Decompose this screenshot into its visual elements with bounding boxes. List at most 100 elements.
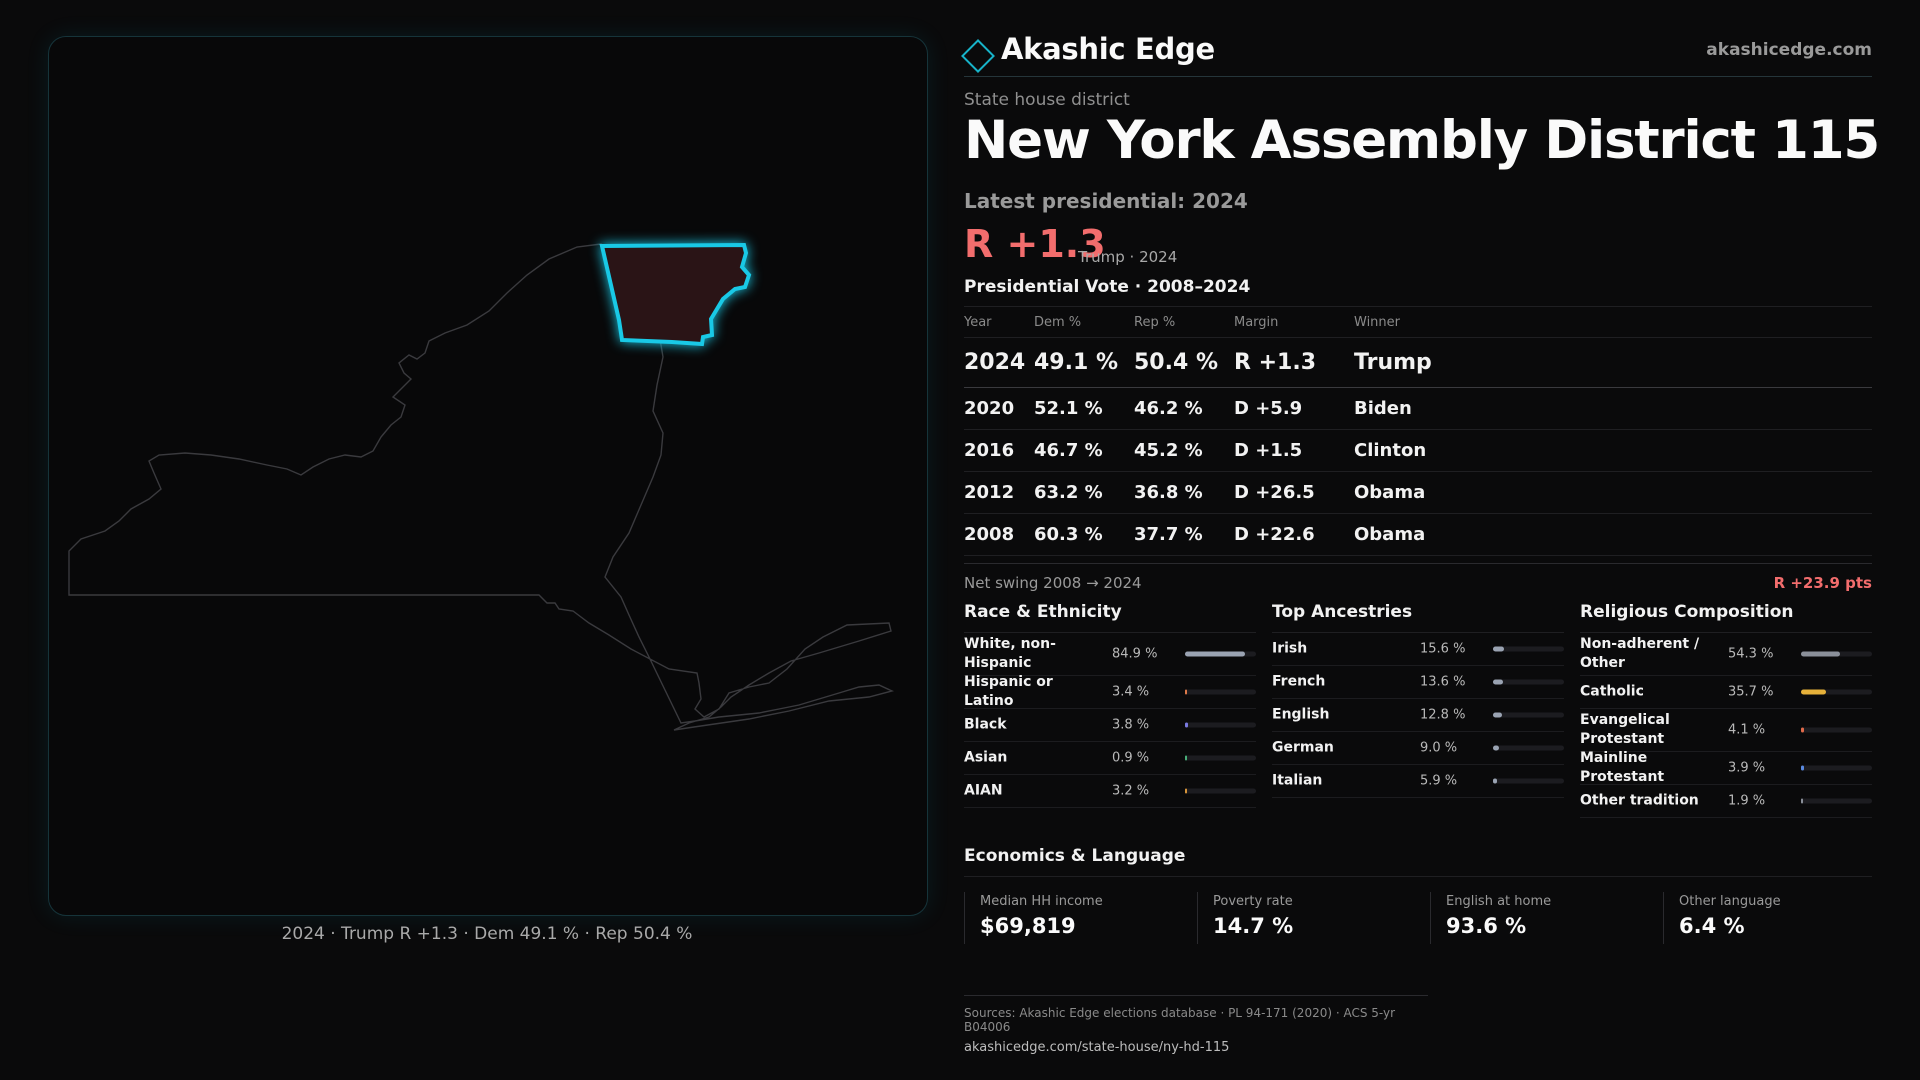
religion-bar: [1801, 798, 1804, 804]
race-bar: [1185, 722, 1188, 728]
race-value: 3.8 %: [1112, 717, 1150, 733]
econ-stat-value: $69,819: [980, 914, 1076, 938]
race-label: Asian: [964, 749, 1008, 766]
religion-value: 35.7 %: [1728, 684, 1774, 700]
ancestry-value: 15.6 %: [1420, 641, 1466, 657]
race-bar: [1185, 788, 1188, 794]
econ-stat: Median HH income $69,819: [964, 892, 1183, 944]
vote-dem: 60.3 %: [1034, 513, 1134, 556]
religion-row: Evangelical Protestant 4.1 %: [1580, 709, 1872, 752]
vote-row-2016: 2016 46.7 % 45.2 % D +1.5 Clinton: [964, 429, 1872, 472]
economics-title: Economics & Language: [964, 846, 1872, 877]
map-canvas: [68, 242, 895, 731]
latest-margin: R +1.3: [964, 222, 1106, 266]
religion-row: Other tradition 1.9 %: [1580, 785, 1872, 818]
religion-bar: [1801, 727, 1804, 733]
col-year: Year: [964, 306, 1034, 338]
brand-header: Akashic Edge akashicedge.com: [961, 30, 1872, 77]
ancestry-value: 13.6 %: [1420, 674, 1466, 690]
vote-margin: R +1.3: [1234, 337, 1354, 388]
brand-name: Akashic Edge: [1001, 32, 1215, 66]
vote-winner: Trump: [1354, 337, 1872, 388]
vote-rep: 45.2 %: [1134, 429, 1234, 472]
race-bar-track: [1185, 651, 1256, 657]
latest-presidential-label: Latest presidential: 2024: [964, 189, 1248, 213]
race-bar-track: [1185, 788, 1256, 794]
vote-winner: Biden: [1354, 387, 1872, 430]
religion-bar-track: [1801, 651, 1872, 657]
race-label: Black: [964, 716, 1007, 733]
religion-bar-track: [1801, 689, 1872, 695]
econ-stat-value: 93.6 %: [1446, 914, 1527, 938]
race-label: Hispanic or Latino: [964, 674, 1053, 709]
vote-row-2020: 2020 52.1 % 46.2 % D +5.9 Biden: [964, 387, 1872, 430]
religion-bar: [1801, 689, 1827, 695]
diamond-icon: [961, 39, 995, 73]
ancestry-bar: [1493, 745, 1500, 751]
religion-bar-track: [1801, 765, 1872, 771]
religion-title: Religious Composition: [1580, 602, 1872, 633]
brand-url[interactable]: akashicedge.com: [1706, 40, 1872, 60]
vote-winner: Obama: [1354, 513, 1872, 556]
net-swing: Net swing 2008 → 2024 R +23.9 pts: [964, 563, 1872, 600]
col-margin: Margin: [1234, 306, 1354, 338]
religion-row: Mainline Protestant 3.9 %: [1580, 750, 1872, 785]
race-row: Asian 0.9 %: [964, 742, 1256, 775]
vote-table-title: Presidential Vote · 2008–2024: [964, 277, 1251, 297]
religion-bar-track: [1801, 798, 1872, 804]
vote-row-2012: 2012 63.2 % 36.8 % D +26.5 Obama: [964, 471, 1872, 514]
vote-rep: 37.7 %: [1134, 513, 1234, 556]
ancestry-row: French 13.6 %: [1272, 666, 1564, 699]
econ-stat-label: English at home: [1446, 894, 1552, 909]
latest-margin-sub: Trump · 2024: [1078, 248, 1178, 266]
religion-section: Religious Composition Non-adherent / Oth…: [1580, 602, 1872, 818]
religion-bar: [1801, 651, 1840, 657]
vote-year: 2020: [964, 387, 1034, 430]
race-bar-track: [1185, 755, 1256, 761]
econ-stat-value: 14.7 %: [1213, 914, 1294, 938]
religion-label: Other tradition: [1580, 792, 1699, 809]
vote-dem: 63.2 %: [1034, 471, 1134, 514]
vote-rep: 36.8 %: [1134, 471, 1234, 514]
race-row: AIAN 3.2 %: [964, 775, 1256, 808]
econ-stat-value: 6.4 %: [1679, 914, 1745, 938]
col-dem: Dem %: [1034, 306, 1134, 338]
religion-row: Non-adherent / Other 54.3 %: [1580, 633, 1872, 676]
religion-bar: [1801, 765, 1804, 771]
vote-margin: D +22.6: [1234, 513, 1354, 556]
econ-stat: Other language 6.4 %: [1663, 892, 1882, 944]
econ-stat-label: Poverty rate: [1213, 894, 1293, 909]
ancestry-bar-track: [1493, 712, 1564, 718]
religion-row: Catholic 35.7 %: [1580, 676, 1872, 709]
vote-dem: 49.1 %: [1034, 337, 1134, 388]
religion-value: 54.3 %: [1728, 646, 1774, 662]
page-title: New York Assembly District 115: [964, 110, 1880, 171]
ancestry-label: Italian: [1272, 772, 1323, 789]
col-winner: Winner: [1354, 306, 1872, 338]
race-bar-track: [1185, 689, 1256, 695]
ancestry-value: 5.9 %: [1420, 773, 1458, 789]
sources-link[interactable]: akashicedge.com/state-house/ny-hd-115: [964, 1040, 1230, 1055]
district-outline[interactable]: [599, 242, 752, 347]
religion-label: Non-adherent / Other: [1580, 636, 1700, 671]
race-value: 84.9 %: [1112, 646, 1158, 662]
race-row: Black 3.8 %: [964, 709, 1256, 742]
religion-value: 1.9 %: [1728, 793, 1766, 809]
ancestry-bar: [1493, 778, 1498, 784]
econ-stat-label: Other language: [1679, 894, 1781, 909]
vote-year: 2012: [964, 471, 1034, 514]
religion-value: 4.1 %: [1728, 722, 1766, 738]
ancestry-bar: [1493, 712, 1503, 718]
religion-bar-track: [1801, 727, 1872, 733]
ancestry-row: Irish 15.6 %: [1272, 633, 1564, 666]
ancestry-bar-track: [1493, 745, 1564, 751]
ancestry-bar: [1493, 646, 1505, 652]
econ-stat: Poverty rate 14.7 %: [1197, 892, 1416, 944]
vote-dem: 52.1 %: [1034, 387, 1134, 430]
ancestry-title: Top Ancestries: [1272, 602, 1564, 633]
race-row: White, non-Hispanic 84.9 %: [964, 633, 1256, 676]
vote-table: Year Dem % Rep % Margin Winner 2024 49.1 …: [964, 306, 1872, 556]
sources-footer: Sources: Akashic Edge elections database…: [964, 995, 1428, 1055]
district-map[interactable]: [48, 36, 928, 916]
ancestry-bar: [1493, 679, 1503, 685]
